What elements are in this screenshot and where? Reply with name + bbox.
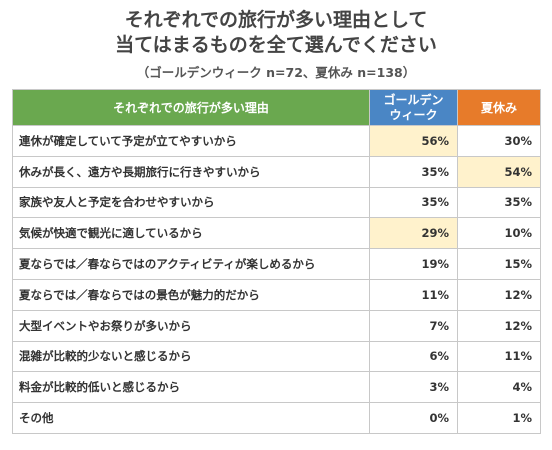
table-row: 気候が快適で観光に適しているから 29% 10% [12,217,541,250]
table-row: 家族や友人と予定を合わせやすいから 35% 35% [12,186,541,219]
summer-vacation-value: 11% [457,340,541,373]
results-table: それぞれでの旅行が多い理由 ゴールデン ウィーク 夏休み 連休が確定していて予定… [12,89,541,434]
table-row: 大型イベントやお祭りが多いから 7% 12% [12,309,541,342]
summer-vacation-value: 54% [457,155,541,188]
golden-week-value: 56% [369,125,458,157]
summer-vacation-value: 1% [457,402,541,434]
chart-title: それぞれでの旅行が多い理由として 当てはまるものを全て選んでください [0,8,552,58]
table-row: 料金が比較的低いと感じるから 3% 4% [12,371,541,404]
table-header-row: それぞれでの旅行が多い理由 ゴールデン ウィーク 夏休み [12,89,541,126]
reason-cell: 気候が快適で観光に適しているから [12,217,370,250]
summer-vacation-value: 30% [457,125,541,157]
summer-vacation-value: 4% [457,371,541,404]
reason-cell: 夏ならでは／春ならではの景色が魅力的だから [12,278,370,311]
table-body: 連休が確定していて予定が立てやすいから 56% 30% 休みが長く、遠方や長期旅行に行… [12,125,541,434]
header-golden-week-line-1: ゴールデン [383,92,444,107]
golden-week-value: 3% [369,371,458,404]
golden-week-value: 35% [369,186,458,219]
table-row: 連休が確定していて予定が立てやすいから 56% 30% [12,125,541,157]
table-row: 混雑が比較的少ないと感じるから 6% 11% [12,340,541,373]
reason-cell: 休みが長く、遠方や長期旅行に行きやすいから [12,155,370,188]
title-line-1: それぞれでの旅行が多い理由として [124,9,428,31]
reason-cell: 家族や友人と予定を合わせやすいから [12,186,370,219]
summer-vacation-value: 15% [457,248,541,280]
table-row: その他 0% 1% [12,402,541,434]
golden-week-value: 0% [369,402,458,434]
golden-week-value: 11% [369,278,458,311]
summer-vacation-value: 12% [457,309,541,342]
reason-cell: 夏ならでは／春ならではのアクティビティが楽しめるから [12,248,370,280]
golden-week-value: 35% [369,155,458,188]
reason-cell: その他 [12,402,370,434]
summer-vacation-value: 35% [457,186,541,219]
reason-cell: 連休が確定していて予定が立てやすいから [12,125,370,157]
golden-week-value: 6% [369,340,458,373]
reason-cell: 料金が比較的低いと感じるから [12,371,370,404]
table-row: 休みが長く、遠方や長期旅行に行きやすいから 35% 54% [12,155,541,188]
reason-cell: 大型イベントやお祭りが多いから [12,309,370,342]
header-reason: それぞれでの旅行が多い理由 [12,89,370,126]
header-golden-week-line-2: ウィーク [389,107,438,122]
table-row: 夏ならでは／春ならではの景色が魅力的だから 11% 12% [12,278,541,311]
header-summer-vacation: 夏休み [457,89,541,126]
table-row: 夏ならでは／春ならではのアクティビティが楽しめるから 19% 15% [12,248,541,280]
chart-subtitle: （ゴールデンウィーク n=72、夏休み n=138） [136,65,416,80]
summer-vacation-value: 12% [457,278,541,311]
summer-vacation-value: 10% [457,217,541,250]
golden-week-value: 7% [369,309,458,342]
golden-week-value: 29% [369,217,458,250]
title-line-2: 当てはまるものを全て選んでください [115,34,437,56]
golden-week-value: 19% [369,248,458,280]
reason-cell: 混雑が比較的少ないと感じるから [12,340,370,373]
header-golden-week: ゴールデン ウィーク [369,89,458,126]
